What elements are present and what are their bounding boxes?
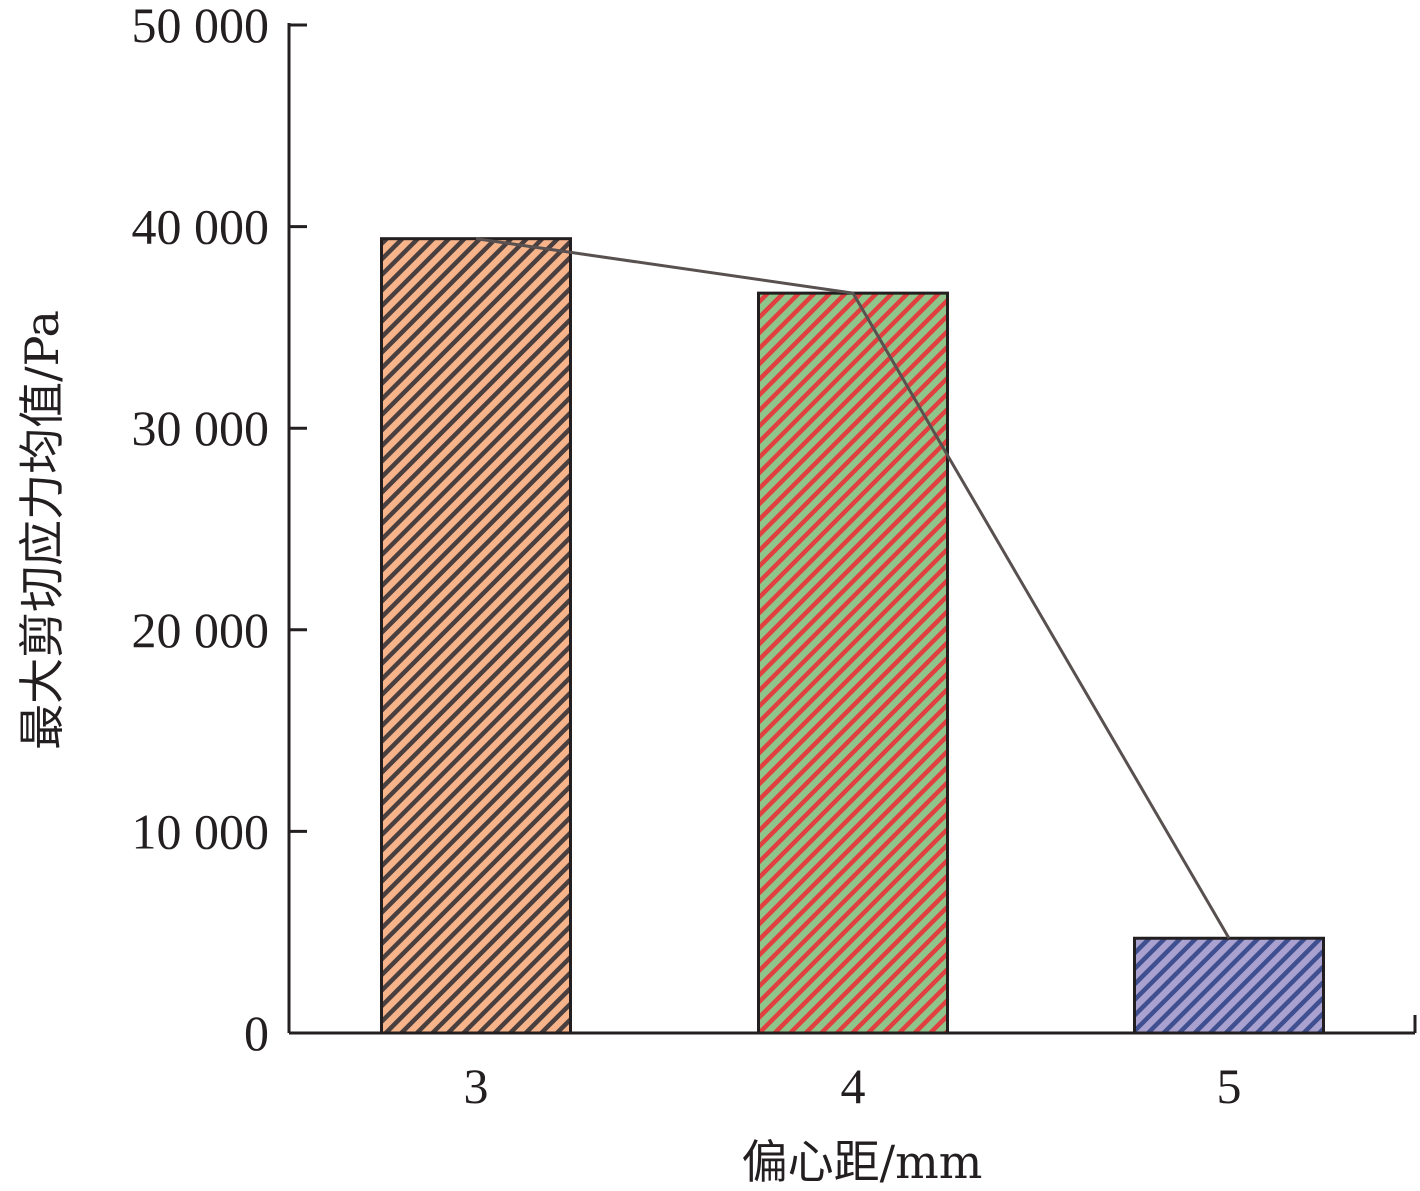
bar-4	[757, 291, 949, 1035]
y-axis-title: 最大剪切应力均值/Pa	[15, 310, 69, 750]
y-tick-label: 10 000	[132, 803, 270, 859]
y-tick-label: 0	[244, 1005, 269, 1061]
y-ticks-layer: 0 10 000 20 000 30 000 40 000 50 000	[132, 0, 307, 1061]
x-tick-label: 4	[841, 1058, 866, 1114]
x-ticks-layer: 3 4 5	[464, 1058, 1242, 1114]
x-axis-title: 偏心距/mm	[742, 1135, 983, 1189]
trend-line-layer	[475, 237, 1231, 940]
x-tick-label: 3	[464, 1058, 489, 1114]
y-tick-label: 20 000	[132, 602, 270, 658]
trend-line	[475, 237, 1231, 940]
y-tick-label: 50 000	[132, 0, 270, 53]
bar-3	[380, 237, 572, 1035]
bar-5	[1133, 936, 1325, 1035]
y-tick-label: 30 000	[132, 400, 270, 456]
bars-layer	[380, 237, 1325, 1035]
x-tick-label: 5	[1217, 1058, 1242, 1114]
y-tick-label: 40 000	[132, 199, 270, 255]
axes-layer	[287, 23, 1417, 1035]
